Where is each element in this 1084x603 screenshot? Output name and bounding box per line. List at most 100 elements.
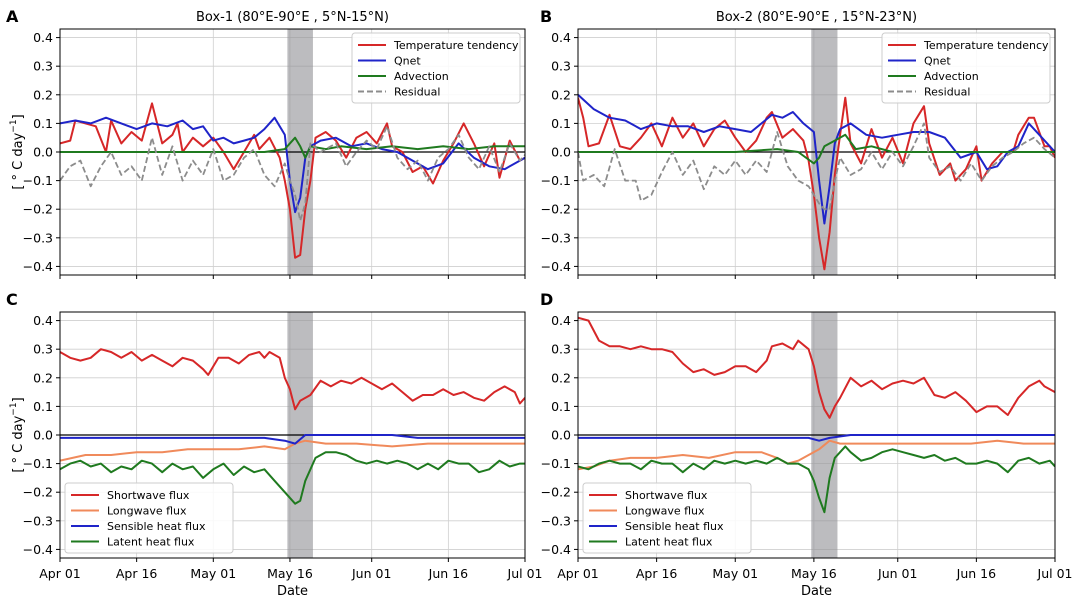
series-line-latent-heat-flux	[60, 451, 525, 505]
y-tick-label: 0.1	[33, 116, 53, 131]
y-tick-label: 0.3	[551, 342, 571, 357]
x-tick-label: May 01	[190, 566, 236, 581]
y-tick-label: 0.2	[33, 370, 53, 385]
panel-letter: C	[6, 290, 18, 309]
y-tick-label: 0.0	[33, 428, 53, 443]
y-tick-label: 0.3	[33, 342, 53, 357]
legend-label: Residual	[924, 86, 970, 99]
y-tick-label: 0.3	[551, 59, 571, 74]
series-line-longwave-flux	[60, 439, 525, 462]
legend: Temperature tendency Qnet Advection Residua…	[881, 32, 1051, 104]
y-tick-label: 0.1	[551, 399, 571, 414]
x-tick-label: Jun 01	[351, 566, 391, 581]
y-tick-label: 0.4	[33, 30, 53, 45]
y-tick-label: 0.4	[33, 313, 53, 328]
x-tick-label: Apr 16	[636, 566, 678, 581]
x-axis-label: Date	[277, 584, 308, 599]
y-axis-label: [ ° C day−1]	[9, 397, 26, 472]
series-group	[60, 102, 525, 259]
panel-letter: A	[6, 7, 19, 26]
y-tick-label: −0.3	[23, 513, 53, 528]
legend-label: Sensible heat flux	[625, 520, 724, 533]
y-tick-label: −0.4	[541, 542, 571, 557]
y-tick-label: 0.4	[551, 30, 571, 45]
series-line-sensible-heat-flux	[578, 434, 1055, 442]
legend-label: Shortwave flux	[107, 489, 190, 502]
legend: Shortwave flux Longwave flux Sensible heat…	[64, 482, 234, 554]
y-tick-label: −0.3	[541, 513, 571, 528]
legend-label: Latent heat flux	[625, 536, 713, 549]
series-line-temperature-tendency	[60, 102, 525, 259]
legend-label: Temperature tendency	[393, 39, 519, 52]
legend-box	[64, 482, 234, 554]
y-tick-label: −0.4	[541, 259, 571, 274]
legend: Shortwave flux Longwave flux Sensible heat…	[582, 482, 752, 554]
x-tick-label: Apr 01	[557, 566, 599, 581]
x-axis-label: Date	[801, 584, 832, 599]
series-line-latent-heat-flux	[578, 445, 1055, 514]
y-tick-label: 0.3	[33, 59, 53, 74]
series-group	[578, 94, 1055, 271]
y-axis-label-text: [ ° C day	[11, 132, 26, 189]
y-tick-label: −0.2	[541, 485, 571, 500]
y-tick-label: −0.2	[23, 202, 53, 217]
legend-label: Sensible heat flux	[107, 520, 206, 533]
panel-b: B Box-2 (80°E-90°E , 15°N-23°N) −0.4 −0.3 −0…	[540, 7, 1056, 279]
y-tick-label: −0.2	[541, 202, 571, 217]
x-tick-label: Jun 16	[956, 566, 996, 581]
x-tick-label: Jul 01	[507, 566, 543, 581]
x-tick-label: Jun 01	[877, 566, 917, 581]
y-tick-label: 0.0	[551, 428, 571, 443]
x-tick-label: Jun 16	[428, 566, 468, 581]
y-axis-label-close: ]	[11, 397, 26, 402]
y-tick-label: 0.0	[551, 145, 571, 160]
y-tick-label: −0.1	[541, 173, 571, 188]
y-tick-label: −0.4	[23, 259, 53, 274]
y-tick-label: 0.0	[33, 145, 53, 160]
legend-label: Residual	[394, 86, 440, 99]
series-line-shortwave-flux	[578, 316, 1055, 419]
legend-label: Advection	[924, 70, 979, 83]
panel-c: C −0.4 −0.3 −0.2 −0.1 0.0 0.1 0.2 0.3 0.4 Apr 01 Ap…	[6, 290, 542, 599]
panel-letter: D	[540, 290, 553, 309]
series-group	[60, 348, 525, 505]
legend-label: Advection	[394, 70, 449, 83]
legend-label: Qnet	[924, 55, 951, 68]
y-tick-label: −0.1	[541, 456, 571, 471]
legend-label: Latent heat flux	[107, 536, 195, 549]
legend-label: Longwave flux	[107, 505, 187, 518]
y-tick-label: −0.2	[23, 485, 53, 500]
y-axis-label: [ ° C day−1]	[9, 114, 26, 189]
legend-label: Temperature tendency	[923, 39, 1049, 52]
panel-title: Box-2 (80°E-90°E , 15°N-23°N)	[716, 10, 917, 25]
series-line-shortwave-flux	[60, 348, 525, 411]
y-tick-label: 0.2	[551, 87, 571, 102]
legend-label: Shortwave flux	[625, 489, 708, 502]
y-axis-label-text: [ ° C day	[11, 415, 26, 472]
legend-label: Longwave flux	[625, 505, 705, 518]
legend-label: Qnet	[394, 55, 421, 68]
series-group	[578, 316, 1055, 514]
y-tick-label: −0.4	[23, 542, 53, 557]
x-tick-label: May 16	[267, 566, 313, 581]
panel-d: D −0.4 −0.3 −0.2 −0.1 0.0 0.1 0.2 0.3 0.4 Apr 01 Ap…	[540, 290, 1072, 599]
y-axis-label-exponent: −1	[9, 119, 19, 132]
legend-box	[881, 32, 1051, 104]
legend: Temperature tendency Qnet Advection Residua…	[351, 32, 521, 104]
legend-box	[582, 482, 752, 554]
series-line-residual	[60, 125, 525, 222]
x-tick-label: May 01	[712, 566, 758, 581]
series-line-sensible-heat-flux	[60, 434, 525, 445]
x-tick-label: Apr 16	[116, 566, 158, 581]
y-axis-label-exponent: −1	[9, 402, 19, 415]
y-tick-label: 0.4	[551, 313, 571, 328]
y-tick-label: −0.1	[23, 173, 53, 188]
y-tick-label: 0.1	[33, 399, 53, 414]
x-tick-label: Apr 01	[39, 566, 81, 581]
series-line-residual	[578, 122, 1055, 211]
panel-title: Box-1 (80°E-90°E , 5°N-15°N)	[196, 10, 389, 25]
y-tick-label: −0.3	[541, 230, 571, 245]
x-tick-label: May 16	[791, 566, 837, 581]
y-tick-label: −0.1	[23, 456, 53, 471]
